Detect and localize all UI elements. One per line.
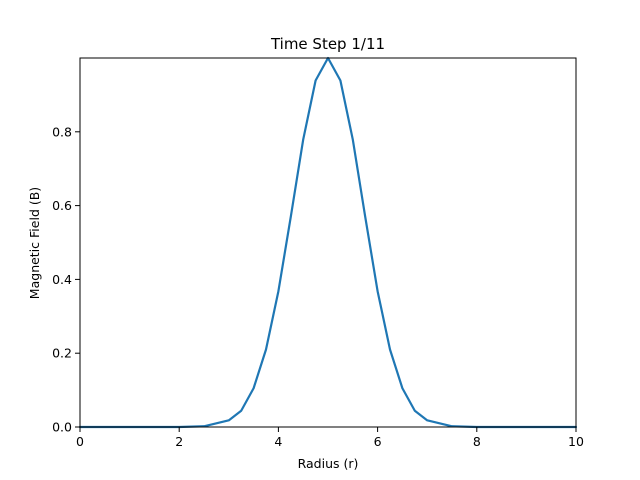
plot-area: 0 2 4 6 8 10 0.0 0.2 0.4 0.6 0.8 (52, 56, 584, 449)
x-tick-label: 2 (175, 434, 183, 449)
y-axis-label: Magnetic Field (B) (27, 187, 42, 299)
x-tick-label: 8 (473, 434, 481, 449)
chart-title: Time Step 1/11 (270, 35, 385, 53)
axes-frame (79, 57, 577, 428)
y-tick-label: 0.8 (52, 124, 72, 139)
y-tick-label: 0.2 (52, 346, 72, 361)
x-tick-label: 0 (76, 434, 84, 449)
x-tick-label: 10 (568, 434, 584, 449)
y-tick-label: 0.0 (52, 420, 72, 435)
y-tick-label: 0.4 (52, 272, 72, 287)
x-tick-label: 6 (374, 434, 382, 449)
y-tick-label: 0.6 (52, 198, 72, 213)
x-tick-label: 4 (274, 434, 282, 449)
x-axis-label: Radius (r) (298, 456, 359, 471)
